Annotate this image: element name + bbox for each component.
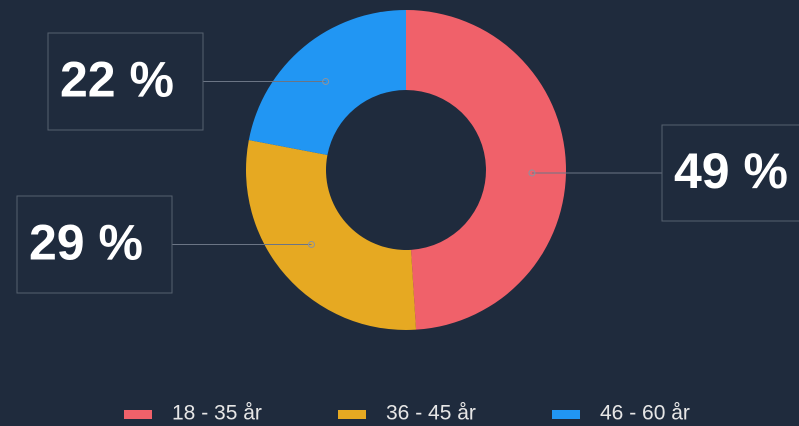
value-label: 49 % [674,143,788,199]
legend-label: 46 - 60 år [600,402,690,425]
slice [246,140,417,330]
value-label: 29 % [29,215,143,271]
leader-dot [322,78,330,85]
legend-swatch [338,410,366,419]
leader-dot [528,169,536,177]
slice [248,10,406,156]
legend-swatch [124,410,152,419]
value-label: 22 % [60,52,174,108]
legend-label: 36 - 45 år [386,402,476,425]
slice [406,10,566,330]
legend-swatch [552,410,580,419]
leader-dot [307,241,315,248]
legend-label: 18 - 35 år [172,402,262,425]
label-box [47,32,204,131]
label-box [661,124,799,222]
label-box [16,195,173,294]
